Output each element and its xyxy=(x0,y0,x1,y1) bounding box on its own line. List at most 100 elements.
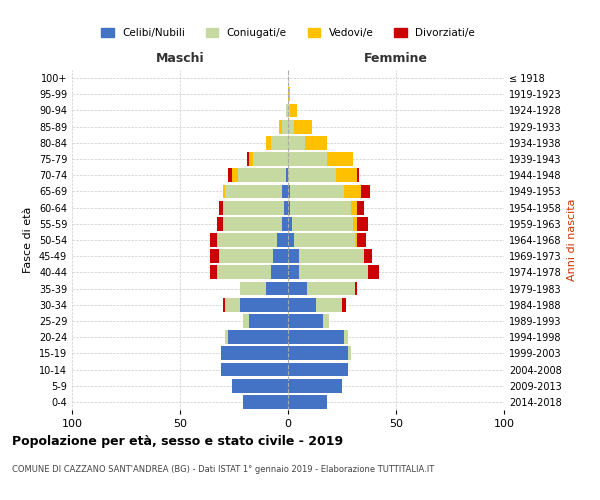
Bar xyxy=(288,314,329,328)
Bar xyxy=(249,152,288,166)
Bar xyxy=(242,395,288,409)
Bar xyxy=(232,379,288,392)
Bar xyxy=(221,346,288,360)
Bar xyxy=(288,104,296,118)
Bar xyxy=(288,168,357,182)
Bar xyxy=(226,298,288,312)
Bar xyxy=(232,379,288,392)
Bar xyxy=(238,168,288,182)
Bar xyxy=(253,152,288,166)
Bar xyxy=(288,184,361,198)
Bar xyxy=(288,379,342,392)
Bar xyxy=(210,250,288,263)
Bar xyxy=(217,233,288,247)
Text: Popolazione per età, sesso e stato civile - 2019: Popolazione per età, sesso e stato civil… xyxy=(12,435,343,448)
Bar xyxy=(288,298,316,312)
Bar xyxy=(241,282,288,296)
Bar xyxy=(223,298,288,312)
Bar xyxy=(288,250,364,263)
Bar xyxy=(241,282,288,296)
Text: Femmine: Femmine xyxy=(364,52,428,65)
Bar xyxy=(288,282,357,296)
Bar xyxy=(288,233,357,247)
Bar xyxy=(221,362,288,376)
Bar xyxy=(221,362,288,376)
Bar xyxy=(288,379,342,392)
Bar xyxy=(266,282,288,296)
Bar xyxy=(232,379,288,392)
Bar xyxy=(288,184,290,198)
Bar xyxy=(288,330,344,344)
Bar xyxy=(227,168,288,182)
Bar xyxy=(271,136,288,149)
Bar xyxy=(288,168,359,182)
Bar xyxy=(288,362,349,376)
Bar xyxy=(221,346,288,360)
Bar xyxy=(273,250,288,263)
Bar xyxy=(288,395,327,409)
Bar xyxy=(242,314,288,328)
Bar xyxy=(217,233,288,247)
Bar xyxy=(288,136,327,149)
Bar xyxy=(288,314,329,328)
Bar xyxy=(288,217,357,230)
Bar xyxy=(288,266,299,280)
Bar xyxy=(288,362,349,376)
Bar xyxy=(226,330,288,344)
Bar xyxy=(288,395,327,409)
Bar xyxy=(221,346,288,360)
Bar xyxy=(242,395,288,409)
Bar xyxy=(249,314,288,328)
Bar xyxy=(242,314,288,328)
Bar xyxy=(266,136,288,149)
Bar xyxy=(223,184,288,198)
Bar xyxy=(288,330,349,344)
Bar xyxy=(288,362,349,376)
Bar xyxy=(288,152,353,166)
Text: COMUNE DI CAZZANO SANT'ANDREA (BG) - Dati ISTAT 1° gennaio 2019 - Elaborazione T: COMUNE DI CAZZANO SANT'ANDREA (BG) - Dat… xyxy=(12,465,434,474)
Bar xyxy=(288,120,312,134)
Bar xyxy=(288,233,355,247)
Bar xyxy=(288,120,295,134)
Bar xyxy=(286,104,288,118)
Bar xyxy=(271,266,288,280)
Bar xyxy=(242,395,288,409)
Bar xyxy=(280,120,288,134)
Bar xyxy=(210,233,288,247)
Bar xyxy=(288,266,379,280)
Bar xyxy=(288,184,344,198)
Text: Maschi: Maschi xyxy=(155,52,205,65)
Bar xyxy=(288,250,364,263)
Bar xyxy=(286,168,288,182)
Bar xyxy=(288,330,349,344)
Bar xyxy=(288,330,349,344)
Bar xyxy=(242,395,288,409)
Bar xyxy=(288,379,342,392)
Bar xyxy=(221,362,288,376)
Bar xyxy=(288,282,355,296)
Bar xyxy=(223,217,288,230)
Bar xyxy=(280,120,288,134)
Bar xyxy=(242,314,288,328)
Bar xyxy=(217,217,288,230)
Bar xyxy=(288,152,327,166)
Bar xyxy=(288,282,355,296)
Bar xyxy=(281,184,288,198)
Bar xyxy=(288,233,366,247)
Bar xyxy=(288,346,350,360)
Bar xyxy=(217,266,288,280)
Bar xyxy=(288,346,350,360)
Bar xyxy=(288,217,353,230)
Bar xyxy=(219,200,288,214)
Bar xyxy=(288,88,290,101)
Bar xyxy=(232,379,288,392)
Bar xyxy=(288,200,357,214)
Bar xyxy=(288,346,349,360)
Y-axis label: Anni di nascita: Anni di nascita xyxy=(567,198,577,281)
Bar xyxy=(221,346,288,360)
Bar xyxy=(288,104,290,118)
Bar xyxy=(277,233,288,247)
Bar xyxy=(223,217,288,230)
Bar xyxy=(288,395,327,409)
Bar xyxy=(284,200,288,214)
